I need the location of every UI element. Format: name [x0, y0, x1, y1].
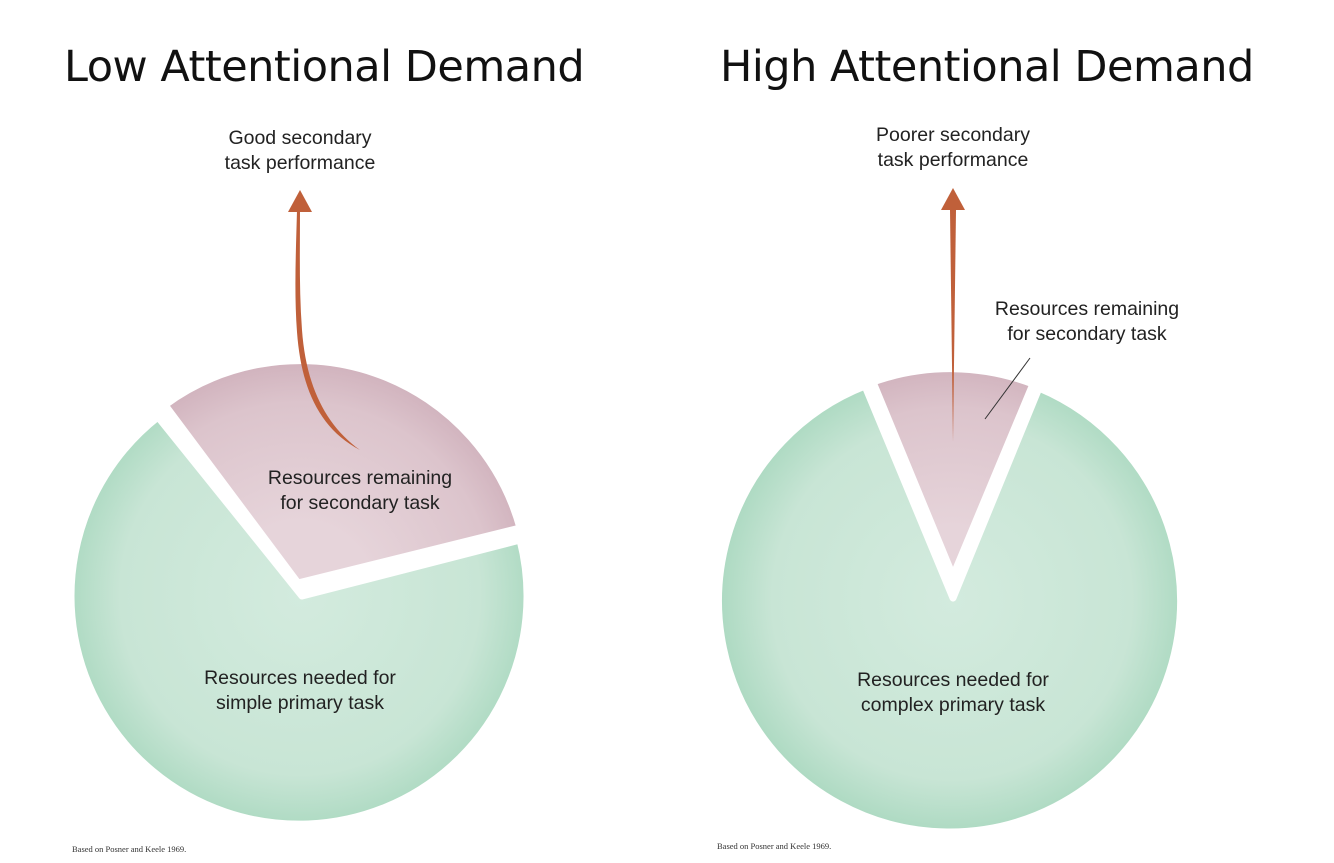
panel-title: Low Attentional Demand — [64, 42, 585, 92]
primary-resources-slice — [715, 382, 1184, 836]
arrow-label: Poorer secondary task performance — [876, 124, 1030, 171]
low-demand-panel: Low Attentional Demand Good secondary ta… — [64, 42, 585, 854]
primary-resources-label: Resources needed for simple primary task — [204, 667, 396, 714]
arrow-head-icon — [941, 188, 965, 210]
secondary-resources-label: Resources remaining for secondary task — [994, 298, 1180, 345]
secondary-resources-label: Resources remaining for secondary task — [267, 467, 453, 514]
resource-pie-low — [67, 190, 531, 828]
resource-pie-high — [715, 188, 1184, 836]
performance-arrow — [950, 210, 956, 442]
high-demand-panel: High Attentional Demand Poorer secondary… — [667, 0, 1334, 863]
performance-arrow — [295, 210, 360, 450]
citation: Based on Posner and Keele 1969. — [72, 844, 187, 854]
leader-line — [984, 357, 1031, 420]
primary-resources-slice — [67, 413, 531, 828]
primary-resources-label: Resources needed for complex primary tas… — [857, 669, 1049, 716]
secondary-resources-slice — [161, 357, 524, 587]
panel-title: High Attentional Demand — [720, 42, 1254, 92]
arrow-label: Good secondary task performance — [224, 127, 376, 174]
citation: Based on Posner and Keele 1969. — [717, 841, 832, 851]
arrow-head-icon — [288, 190, 312, 212]
